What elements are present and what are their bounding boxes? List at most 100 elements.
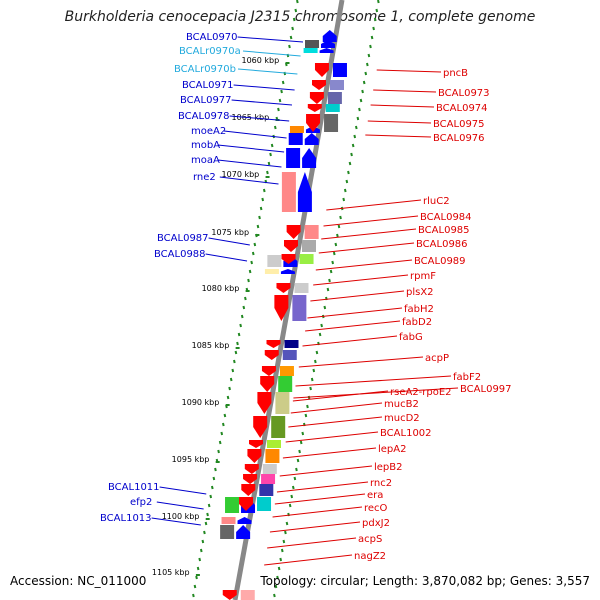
track-dash <box>348 161 352 166</box>
right-gene-pointer <box>288 416 383 428</box>
reverse-gene-track-22 <box>240 590 255 600</box>
track-dash <box>331 260 334 265</box>
tick-label-9: 1105 kbp <box>152 568 190 577</box>
track-dash <box>310 377 314 382</box>
track-dash <box>220 431 224 436</box>
track-dash <box>266 170 269 175</box>
track-dash <box>288 44 291 49</box>
track-dash <box>199 548 203 553</box>
reverse-gene-track-16 <box>267 440 281 448</box>
track-dash <box>209 494 213 499</box>
reverse-gene-arrow-9 <box>274 295 289 321</box>
track-dash <box>192 593 195 598</box>
reverse-gene-track-10 <box>284 340 299 348</box>
right-gene-label-era: era <box>367 490 383 501</box>
track-dash <box>217 449 220 454</box>
track-dash <box>262 188 266 193</box>
track-dash <box>280 548 284 553</box>
track-dash <box>351 143 355 148</box>
track-dash <box>314 359 317 364</box>
reverse-gene-arrow-14 <box>257 392 272 414</box>
reverse-gene-arrow-21 <box>239 497 254 511</box>
track-dash <box>320 323 323 328</box>
left-gene-pointer <box>229 115 290 122</box>
track-dash <box>358 107 361 112</box>
track-dash <box>253 242 257 247</box>
track-dash <box>204 521 208 526</box>
track-dash <box>242 305 246 310</box>
track-dash <box>214 467 217 472</box>
tick-label-6: 1090 kbp <box>182 398 220 407</box>
right-gene-label-rnc2: rnc2 <box>370 478 392 489</box>
topology-text: Topology: circular; Length: 3,870,082 bp… <box>260 574 590 588</box>
forward-gene-track-4 <box>288 133 303 145</box>
forward-gene-arrow-10 <box>237 517 252 524</box>
track-dash <box>274 584 278 589</box>
track-dash <box>312 368 316 373</box>
track-dash <box>288 503 292 508</box>
tick-label-2: 1070 kbp <box>222 170 260 179</box>
track-dash <box>354 125 358 130</box>
right-gene-pointer <box>315 259 413 271</box>
track-dash <box>326 287 330 292</box>
track-dash <box>228 386 231 391</box>
left-gene-pointer <box>242 50 301 57</box>
right-gene-pointer <box>298 356 424 368</box>
track-dash <box>332 251 336 256</box>
track-dash <box>370 35 374 40</box>
reverse-gene-arrow-1 <box>312 80 326 90</box>
track-dash <box>280 89 283 94</box>
reverse-gene-track-1 <box>330 80 344 90</box>
reverse-gene-track-6 <box>302 240 316 252</box>
left-gene-label-bcal1011: BCAL1011 <box>108 482 160 493</box>
left-gene-label-moaa: moaA <box>191 155 220 166</box>
track-dash <box>292 17 296 22</box>
right-gene-label-fabg: fabG <box>399 332 423 343</box>
map-title: Burkholderia cenocepacia J2315 chromosom… <box>64 9 536 25</box>
right-gene-pointer <box>323 215 419 227</box>
track-dash <box>290 494 294 499</box>
track-dash <box>375 8 379 13</box>
left-gene-pointer <box>217 159 282 168</box>
right-gene-pointer <box>272 506 363 518</box>
track-dash <box>362 80 366 85</box>
right-gene-label-fabf2: fabF2 <box>453 372 481 383</box>
reverse-gene-arrow-12 <box>261 366 276 376</box>
right-gene-label-lepb2: lepB2 <box>374 462 403 473</box>
left-gene-pointer <box>159 486 207 495</box>
track-dash <box>240 314 244 319</box>
track-dash <box>323 305 327 310</box>
forward-gene-arrow-11 <box>236 525 251 539</box>
track-dash <box>289 35 293 40</box>
track-dash <box>251 251 255 256</box>
right-gene-pointer <box>318 242 415 254</box>
track-dash <box>234 350 238 355</box>
left-gene-pointer <box>223 130 287 139</box>
track-dash <box>244 296 247 301</box>
right-gene-label-rsea2-rpoe2: rseA2-rpoE2 <box>390 387 452 398</box>
right-gene-pointer <box>269 521 361 533</box>
track-dash <box>372 26 375 31</box>
right-gene-pointer <box>282 447 377 459</box>
outer-track-guide <box>273 0 380 598</box>
left-gene-label-moba: mobA <box>191 140 220 151</box>
right-gene-label-rluc2: rluC2 <box>423 196 450 207</box>
left-gene-label-bcal0978: BCAL0978 <box>178 111 230 122</box>
right-gene-pointer <box>295 375 452 387</box>
track-dash <box>247 278 250 283</box>
reverse-gene-track-17 <box>265 449 280 463</box>
reverse-gene-arrow-3 <box>307 104 322 112</box>
track-dash <box>193 584 197 589</box>
reverse-gene-track-15 <box>271 416 286 438</box>
forward-gene-track-3 <box>289 126 304 133</box>
forward-gene-track-9 <box>225 497 240 513</box>
reverse-gene-arrow-17 <box>247 449 262 463</box>
right-gene-pointer <box>321 228 417 240</box>
track-dash <box>291 26 294 31</box>
tick-label-0: 1060 kbp <box>242 56 280 65</box>
track-dash <box>233 359 236 364</box>
reverse-gene-arrow-10 <box>266 340 281 348</box>
right-gene-pointer <box>279 465 373 477</box>
track-dash <box>369 44 372 49</box>
